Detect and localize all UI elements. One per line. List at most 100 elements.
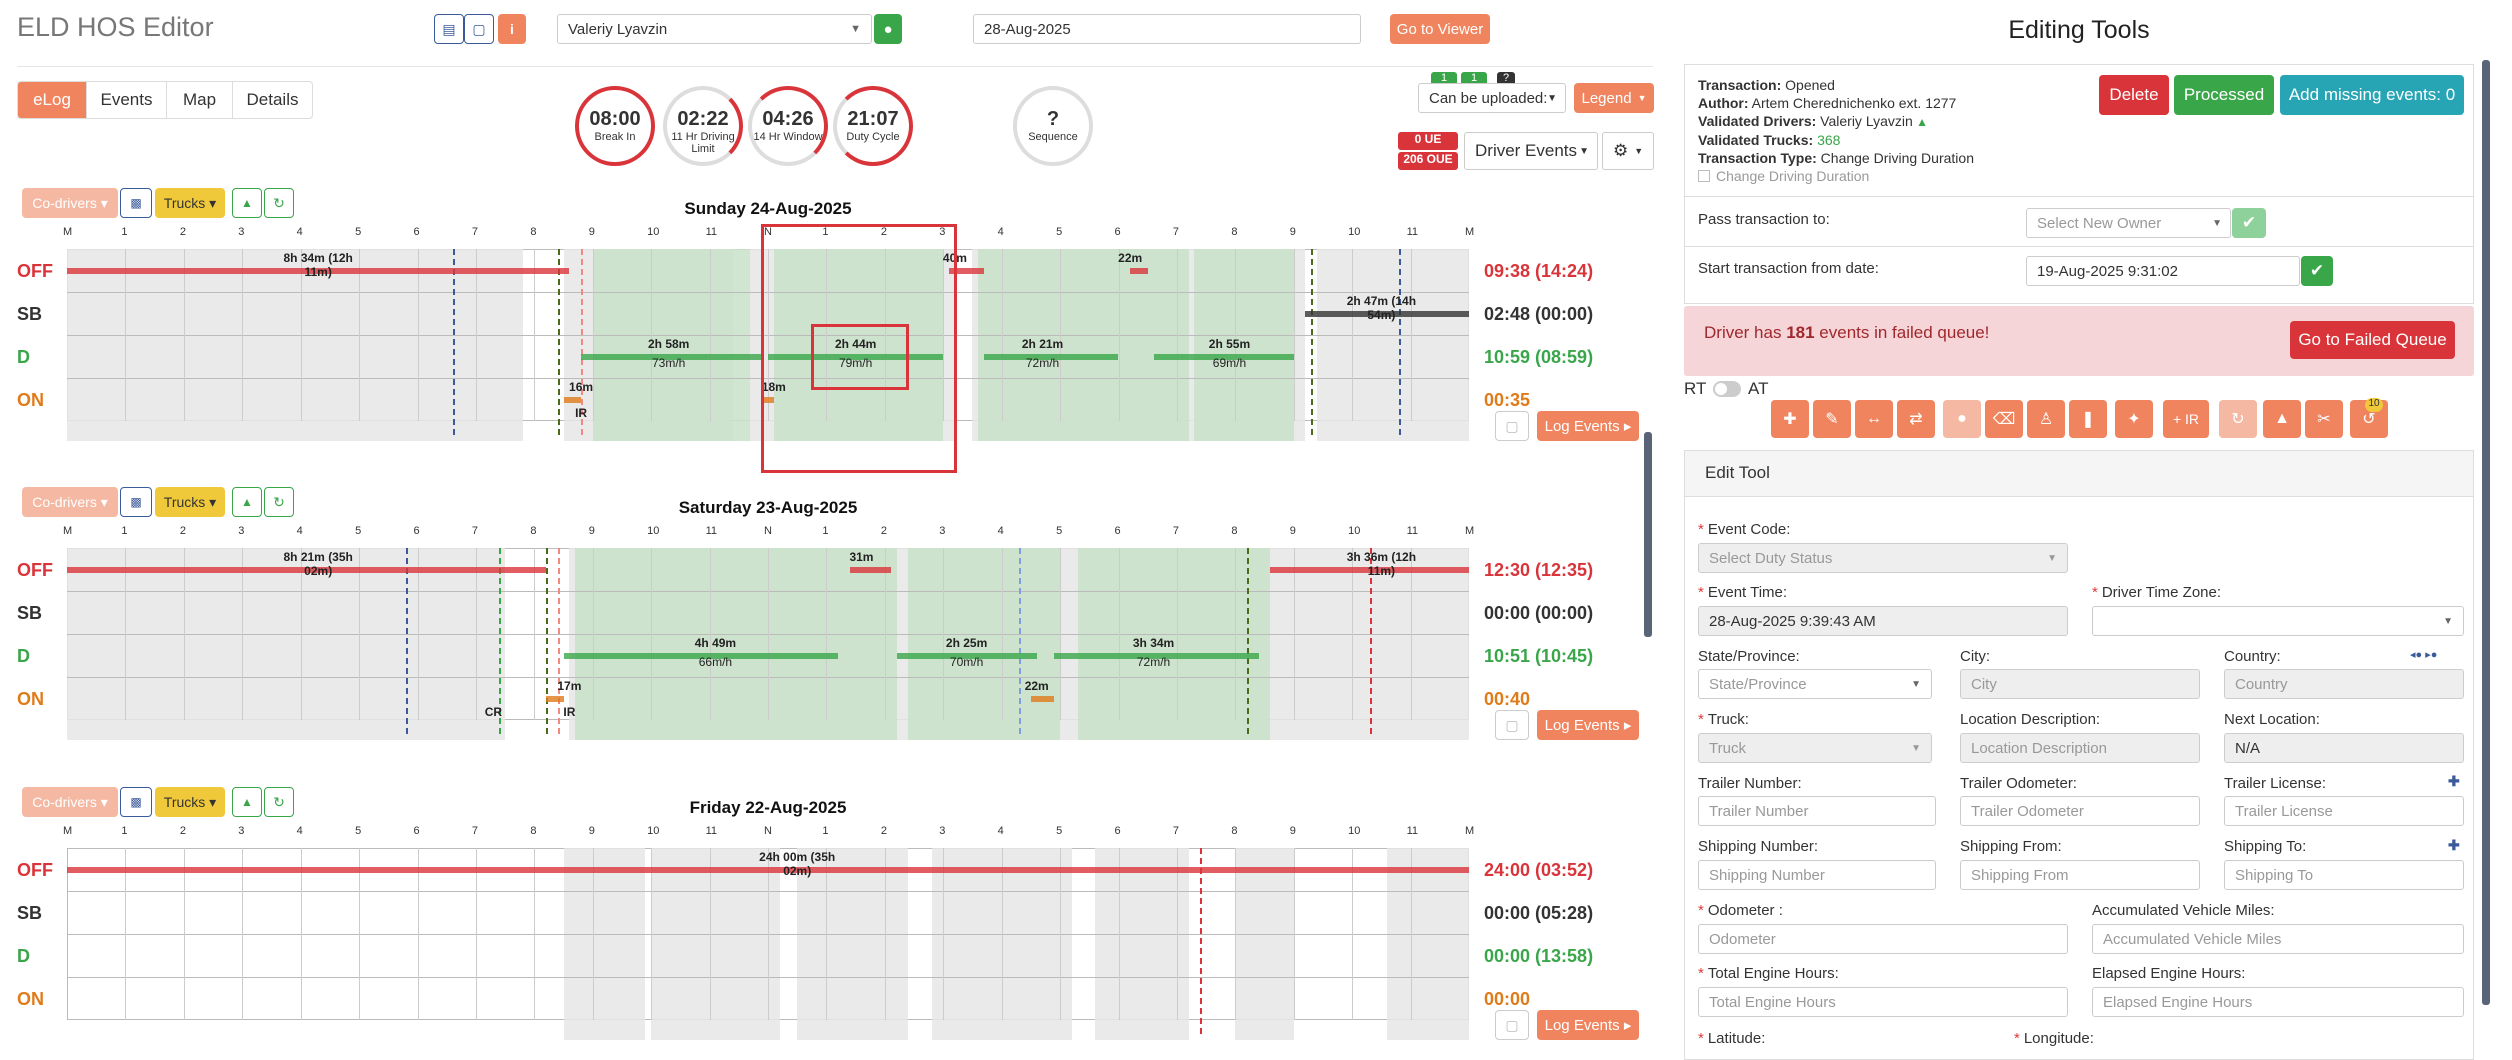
duty-segment[interactable]	[984, 353, 1119, 360]
go-to-failed-queue-button[interactable]: Go to Failed Queue	[2290, 321, 2455, 359]
person-icon[interactable]: ●	[1943, 400, 1981, 438]
add-event-icon[interactable]: ✚	[1771, 400, 1809, 438]
truck-icon-button[interactable]: ▩	[120, 787, 152, 817]
duty-segment[interactable]	[581, 353, 763, 360]
trailer-license-input[interactable]: Trailer License	[2224, 796, 2464, 826]
users-icon[interactable]: ♙	[2027, 400, 2065, 438]
codrivers-button[interactable]: Co-drivers ▾	[22, 787, 118, 817]
trash-icon[interactable]: ⌫	[1985, 400, 2023, 438]
accumulated-miles-input[interactable]: Accumulated Vehicle Miles	[2092, 924, 2464, 954]
duty-segment[interactable]	[1153, 353, 1294, 360]
refresh-icon-button[interactable]: ↻	[264, 787, 294, 817]
driver-select[interactable]: Valeriy Lyavzin ▼	[557, 14, 872, 44]
shipping-from-input[interactable]: Shipping From	[1960, 860, 2200, 890]
duty-segment[interactable]	[1030, 695, 1055, 702]
refresh-icon[interactable]: ↻	[2219, 400, 2257, 438]
log-events-button[interactable]: Log Events ▸	[1537, 1010, 1639, 1040]
confirm-start-date-button[interactable]: ✔	[2301, 256, 2333, 286]
go-to-viewer-button[interactable]: Go to Viewer	[1390, 14, 1490, 44]
trucks-button[interactable]: Trucks ▾	[155, 787, 225, 817]
alert-icon-button[interactable]: ▲	[232, 787, 262, 817]
chat-icon-button[interactable]: ▢	[1495, 411, 1529, 441]
city-input[interactable]: City	[1960, 669, 2200, 699]
tab-elog[interactable]: eLog	[18, 82, 86, 118]
tab-map[interactable]: Map	[166, 82, 232, 118]
truck-select[interactable]: Truck ▼	[1698, 733, 1932, 763]
driver-tz-select[interactable]: ▼	[2092, 606, 2464, 636]
start-date-input[interactable]: 19-Aug-2025 9:31:02	[2026, 256, 2300, 286]
confirm-owner-button[interactable]: ✔	[2232, 208, 2266, 238]
can-be-uploaded-select[interactable]: Can be uploaded: ▼	[1418, 83, 1566, 113]
country-input[interactable]: Country	[2224, 669, 2464, 699]
right-panel-scrollbar[interactable]	[2482, 60, 2490, 1005]
report-icon-button[interactable]: ▤	[434, 14, 464, 44]
left-scrollbar[interactable]	[1644, 432, 1652, 637]
columns-icon[interactable]: ❚	[2069, 400, 2107, 438]
elapsed-hours-input[interactable]: Elapsed Engine Hours	[2092, 987, 2464, 1017]
delete-button[interactable]: Delete	[2099, 75, 2169, 115]
alert-icon-button[interactable]: ▲	[232, 188, 262, 218]
duty-segment[interactable]	[949, 267, 985, 274]
add-ir-button[interactable]: + IR	[2163, 400, 2209, 438]
pencil-icon[interactable]: ✎	[1813, 400, 1851, 438]
duty-segment[interactable]	[768, 353, 944, 360]
trucks-button[interactable]: Trucks ▾	[155, 188, 225, 218]
duty-segment[interactable]	[67, 866, 1469, 873]
processed-button[interactable]: Processed	[2174, 75, 2274, 115]
duty-segment[interactable]	[563, 652, 839, 659]
duty-segment[interactable]	[1305, 310, 1469, 317]
duty-segment[interactable]	[67, 566, 547, 573]
duty-segment[interactable]	[849, 566, 891, 573]
state-select[interactable]: State/Province ▼	[1698, 669, 1932, 699]
location-desc-input[interactable]: Location Description	[1960, 733, 2200, 763]
refresh-icon-button[interactable]: ↻	[264, 487, 294, 517]
settings-dropdown-button[interactable]: ⚙ ▼	[1602, 132, 1654, 170]
odometer-input[interactable]: Odometer	[1698, 924, 2068, 954]
engine-hours-input[interactable]: Total Engine Hours	[1698, 987, 2068, 1017]
driver-person-button[interactable]: ●	[874, 14, 902, 44]
trailer-number-input[interactable]: Trailer Number	[1698, 796, 1936, 826]
event-time-input[interactable]: 28-Aug-2025 9:39:43 AM	[1698, 606, 2068, 636]
add-trailer-icon[interactable]: ✚	[2448, 773, 2460, 789]
add-shipping-icon[interactable]: ✚	[2448, 837, 2460, 853]
change-duration-checkbox[interactable]	[1698, 170, 1710, 182]
duty-segment[interactable]	[67, 267, 570, 274]
truck-icon-button[interactable]: ▩	[120, 487, 152, 517]
truck-icon-button[interactable]: ▩	[120, 188, 152, 218]
alert-icon-button[interactable]: ▲	[232, 487, 262, 517]
duty-segment[interactable]	[546, 695, 564, 702]
codrivers-button[interactable]: Co-drivers ▾	[22, 188, 118, 218]
chat-icon-button[interactable]: ▢	[1495, 710, 1529, 740]
shift-icon[interactable]: ⇄	[1897, 400, 1935, 438]
legend-button[interactable]: Legend ▼	[1574, 83, 1654, 113]
duty-segment[interactable]	[1130, 267, 1148, 274]
driver-events-select[interactable]: Driver Events ▼	[1464, 132, 1598, 170]
scissors-icon[interactable]: ✂	[2305, 400, 2343, 438]
log-events-button[interactable]: Log Events ▸	[1537, 710, 1639, 740]
add-missing-events-button[interactable]: Add missing events: 0	[2280, 75, 2464, 115]
chat-icon-button[interactable]: ▢	[1495, 1010, 1529, 1040]
date-input[interactable]: 28-Aug-2025	[973, 14, 1361, 44]
next-location-input[interactable]: N/A	[2224, 733, 2464, 763]
duty-segment[interactable]	[762, 396, 774, 403]
trucks-button[interactable]: Trucks ▾	[155, 487, 225, 517]
shipping-number-input[interactable]: Shipping Number	[1698, 860, 1936, 890]
new-owner-select[interactable]: Select New Owner ▼	[2026, 208, 2231, 238]
magic-wand-icon[interactable]: ✦	[2115, 400, 2153, 438]
note-icon-button[interactable]: ▢	[464, 14, 494, 44]
text-icon[interactable]: ▲	[2263, 400, 2301, 438]
shipping-to-input[interactable]: Shipping To	[2224, 860, 2464, 890]
tab-details[interactable]: Details	[232, 82, 312, 118]
info-icon-button[interactable]: i	[498, 14, 526, 44]
tab-events[interactable]: Events	[86, 82, 166, 118]
duty-segment[interactable]	[896, 652, 1037, 659]
codrivers-button[interactable]: Co-drivers ▾	[22, 487, 118, 517]
stretch-icon[interactable]: ↔	[1855, 400, 1893, 438]
log-events-button[interactable]: Log Events ▸	[1537, 411, 1639, 441]
event-code-select[interactable]: Select Duty Status ▼	[1698, 543, 2068, 573]
rt-at-toggle[interactable]	[1713, 381, 1741, 397]
refresh-icon-button[interactable]: ↻	[264, 188, 294, 218]
duty-segment[interactable]	[1054, 652, 1259, 659]
duty-segment[interactable]	[1270, 566, 1469, 573]
trailer-odometer-input[interactable]: Trailer Odometer	[1960, 796, 2200, 826]
